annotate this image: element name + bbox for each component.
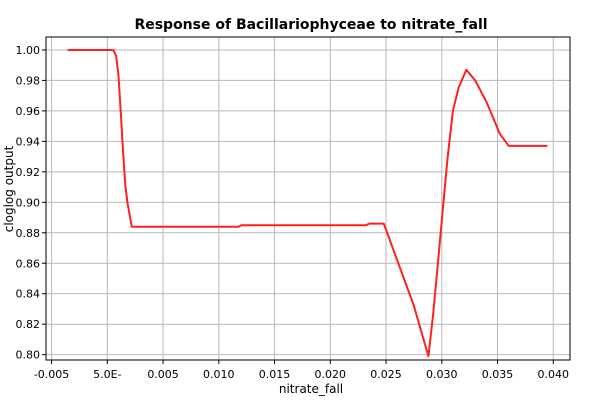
x-axis: -0.005 5.0E- 0.005 0.010 0.015 0.020 0.025 0.03…: [34, 360, 569, 381]
y-axis: 0.80 0.82 0.84 0.86 0.88 0.90 0.92 0.94 0.96 0.98…: [16, 44, 46, 362]
series-layer: [67, 49, 548, 358]
x-axis-label: nitrate_fall: [279, 382, 343, 396]
y-tick-label: 0.98: [16, 74, 41, 87]
chart-title: Response of Bacillariophyceae to nitrate…: [134, 17, 487, 33]
y-tick-label: 0.80: [16, 349, 41, 362]
x-tick-label: 0.005: [147, 368, 179, 381]
y-tick-label: 0.90: [16, 196, 41, 209]
y-tick-label: 0.86: [16, 257, 41, 270]
x-tick-label: 0.040: [538, 368, 570, 381]
x-tick-label: 0.025: [370, 368, 402, 381]
y-tick-label: 0.84: [16, 288, 41, 301]
x-tick-label: 5.0E-: [93, 368, 121, 381]
x-tick-label: 0.015: [259, 368, 291, 381]
y-tick-label: 0.82: [16, 318, 41, 331]
y-tick-label: 0.92: [16, 166, 41, 179]
x-tick-label: 0.035: [482, 368, 514, 381]
x-tick-label: -0.005: [34, 368, 69, 381]
grid: [46, 37, 570, 360]
y-tick-label: 0.88: [16, 227, 41, 240]
x-tick-label: 0.030: [426, 368, 458, 381]
y-tick-label: 0.94: [16, 135, 41, 148]
x-tick-label: 0.010: [203, 368, 235, 381]
y-tick-label: 0.96: [16, 105, 41, 118]
y-tick-label: 1.00: [16, 44, 41, 57]
x-tick-label: 0.020: [315, 368, 347, 381]
series-line: [67, 49, 548, 358]
y-axis-label: cloglog output: [2, 145, 16, 232]
plot-area: [45, 36, 571, 361]
